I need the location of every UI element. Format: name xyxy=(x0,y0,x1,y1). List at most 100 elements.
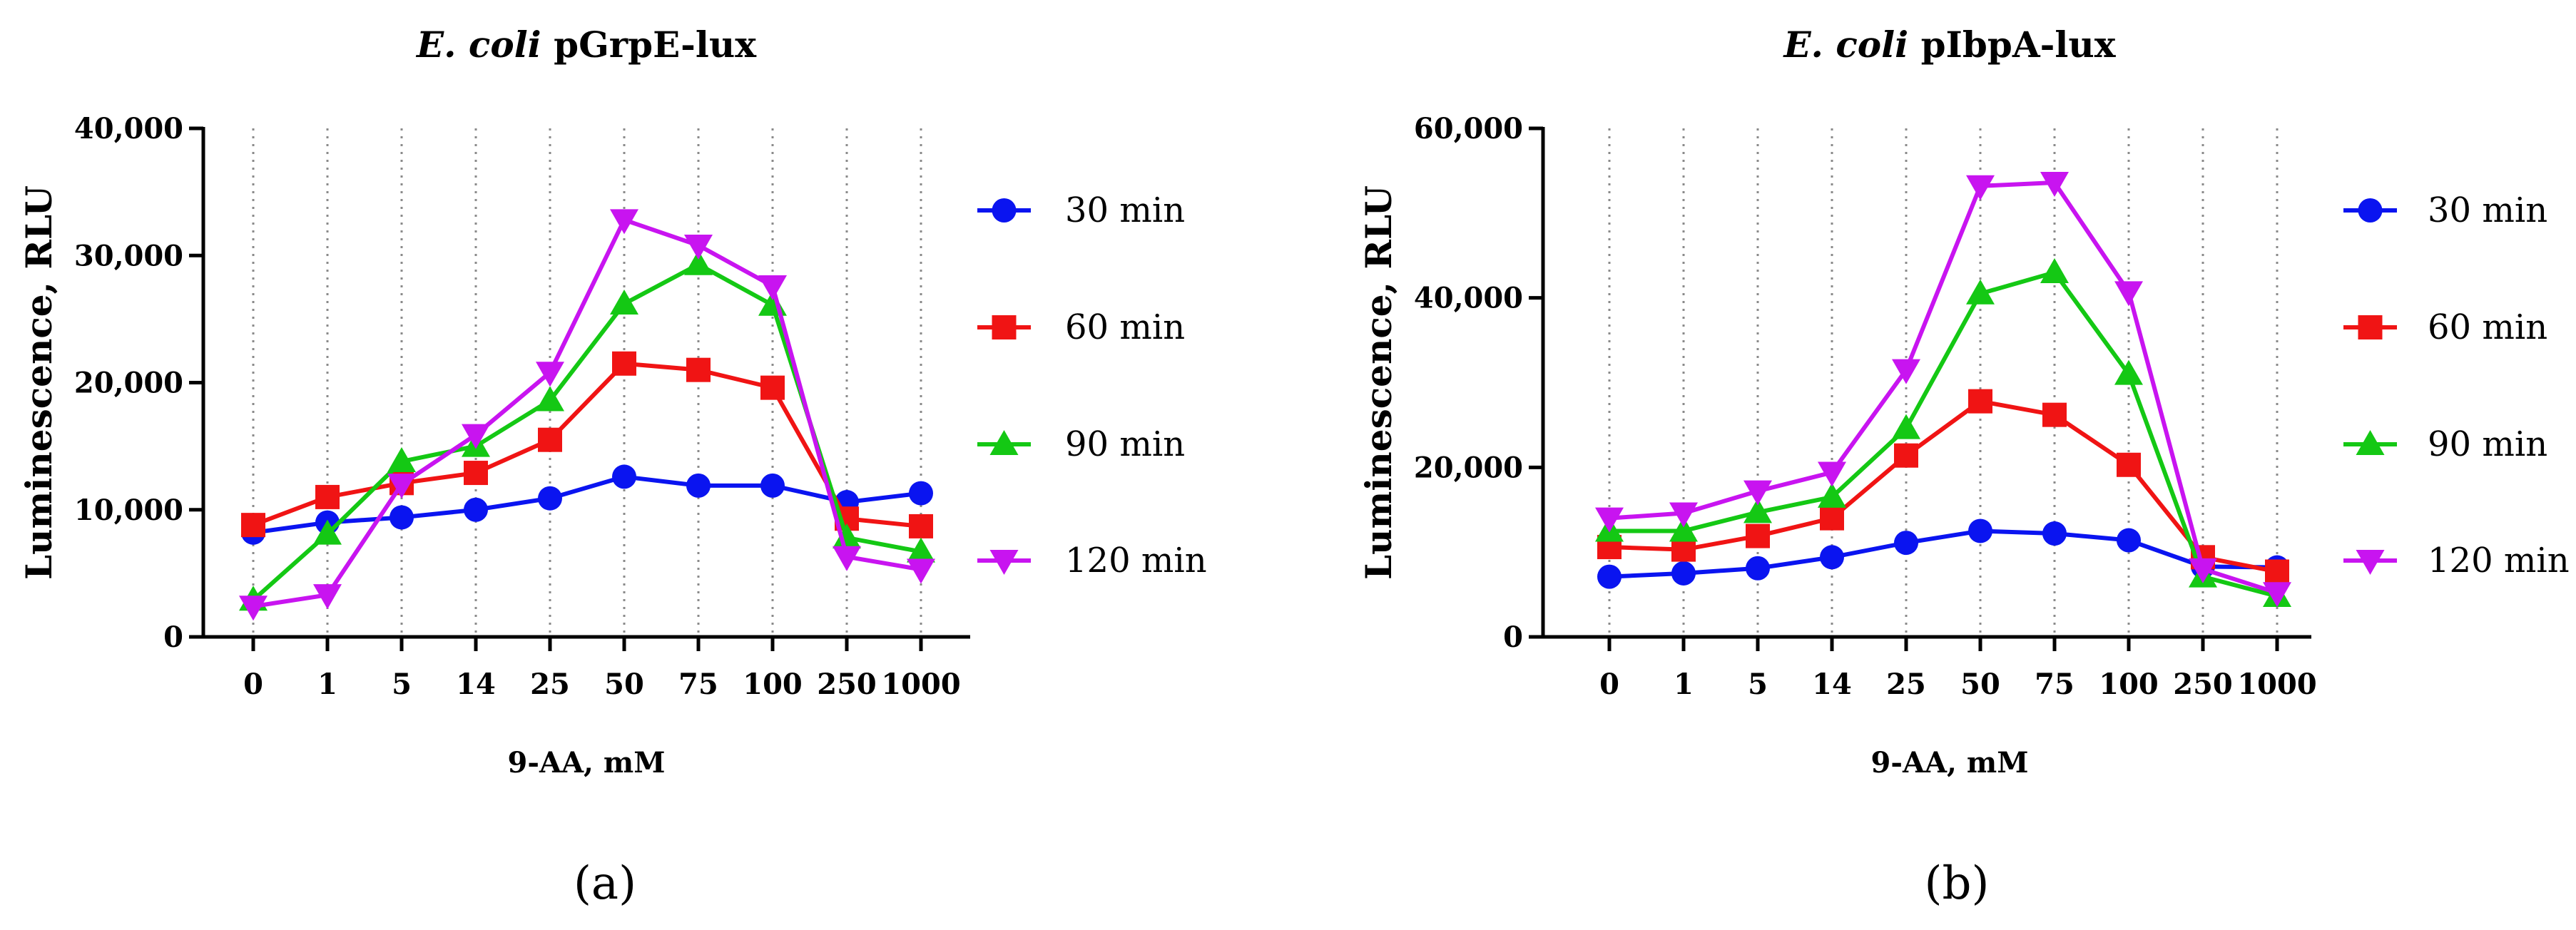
y-axis-title: Luminescence, RLU xyxy=(1358,185,1400,580)
x-tick-label: 250 xyxy=(817,668,877,701)
x-tick-label: 50 xyxy=(1960,668,2000,701)
series-120-min xyxy=(1595,172,2291,608)
legend-marker xyxy=(992,315,1017,339)
series-line xyxy=(1609,399,2278,574)
legend-marker xyxy=(2356,550,2385,575)
legend-item: 60 min xyxy=(977,307,1185,347)
data-point xyxy=(1818,482,1846,508)
x-tick-label: 250 xyxy=(2173,668,2233,701)
y-tick-label: 20,000 xyxy=(74,367,183,400)
legend-item: 120 min xyxy=(977,541,1207,581)
legend-marker xyxy=(2358,315,2383,339)
chart-panel-b: E. coli pIbpA-lux 0 20,000 40,000 60,000 0 1 5 1… xyxy=(1358,24,2570,910)
y-tick-label: 60,000 xyxy=(1414,112,1523,145)
legend-item: 90 min xyxy=(977,424,1185,464)
data-point xyxy=(760,473,785,498)
data-point xyxy=(612,351,636,376)
data-point xyxy=(390,505,414,530)
x-tick-label: 25 xyxy=(530,668,570,701)
x-tick-label: 14 xyxy=(456,668,496,701)
data-point xyxy=(1966,279,1995,305)
legend-marker xyxy=(2356,430,2385,455)
data-point xyxy=(2040,172,2069,198)
data-point xyxy=(909,481,933,506)
data-point xyxy=(1894,443,1918,468)
x-tick-label: 25 xyxy=(1886,668,1926,701)
legend-marker xyxy=(2358,198,2383,223)
legend-label: 30 min xyxy=(1065,190,1185,230)
y-tick-label: 20,000 xyxy=(1414,451,1523,484)
x-tick-label: 100 xyxy=(743,668,803,701)
data-point xyxy=(610,289,638,315)
chart-title-rest: pIbpA-lux xyxy=(1921,24,2117,66)
legend-label: 90 min xyxy=(1065,424,1185,464)
x-tick-label: 1 xyxy=(317,668,337,701)
x-axis-title: 9-AA, mM xyxy=(508,746,666,780)
data-point xyxy=(1743,498,1772,523)
x-tick-label: 5 xyxy=(1748,668,1768,701)
data-point xyxy=(758,275,787,301)
series-90-min xyxy=(239,250,935,611)
data-point xyxy=(387,474,416,499)
data-point xyxy=(833,546,861,571)
data-point xyxy=(313,584,342,610)
x-tick-label: 14 xyxy=(1812,668,1852,701)
data-point xyxy=(536,386,564,412)
legend-item: 30 min xyxy=(977,190,1185,230)
y-axis-title: Luminescence, RLU xyxy=(18,185,60,580)
legend-item: 30 min xyxy=(2343,190,2547,230)
data-point xyxy=(2117,452,2141,477)
y-tick-label: 0 xyxy=(1503,620,1523,654)
data-point xyxy=(464,461,488,486)
data-point xyxy=(909,513,933,538)
y-tick-label: 40,000 xyxy=(1414,282,1523,315)
legend-item: 60 min xyxy=(2343,307,2547,347)
data-point xyxy=(1894,531,1918,556)
chart-title-space xyxy=(1908,24,1920,66)
data-point xyxy=(760,375,785,400)
data-point xyxy=(1966,175,1995,200)
x-tick-label: 75 xyxy=(678,668,718,701)
chart-title: E. coli pIbpA-lux xyxy=(1782,24,2116,66)
series-90-min xyxy=(1595,258,2291,607)
data-point xyxy=(2042,402,2067,427)
chart-title-italic: E. coli xyxy=(1782,24,1908,66)
data-point xyxy=(538,486,562,511)
x-tick-label: 100 xyxy=(2099,668,2159,701)
chart-title: E. coli pGrpE-lux xyxy=(415,24,757,66)
chart-title-italic: E. coli xyxy=(415,24,541,66)
data-point xyxy=(315,484,340,509)
series-line xyxy=(1609,180,2278,596)
legend-label: 90 min xyxy=(2428,424,2547,464)
x-tick-label: 50 xyxy=(604,668,644,701)
y-tick-label: 10,000 xyxy=(74,494,183,527)
x-tick-label: 0 xyxy=(243,668,263,701)
series-line xyxy=(252,361,922,528)
chart-panel-a: E. coli pGrpE-lux 0 10,000 20,000 30,000 40,0… xyxy=(18,24,1207,910)
data-point xyxy=(1597,564,1622,589)
series-120-min xyxy=(239,209,935,621)
data-point xyxy=(612,464,636,489)
x-tick-label: 1000 xyxy=(2237,668,2316,701)
series-60-min xyxy=(1597,389,2289,584)
data-point xyxy=(2265,559,2289,584)
x-tick-label: 75 xyxy=(2035,668,2074,701)
data-point xyxy=(239,596,268,621)
data-point xyxy=(2189,558,2217,583)
series-60-min xyxy=(241,351,933,538)
data-point xyxy=(1746,556,1770,581)
data-point xyxy=(536,362,564,387)
data-point xyxy=(1968,389,1992,414)
y-tick-label: 40,000 xyxy=(74,112,183,145)
x-tick-label: 1 xyxy=(1674,668,1694,701)
data-point xyxy=(2263,582,2291,608)
series-line xyxy=(1609,270,2278,598)
data-point xyxy=(1818,461,1846,487)
data-point xyxy=(686,357,711,382)
x-axis-title: 9-AA, mM xyxy=(1871,746,2029,780)
data-point xyxy=(1671,561,1696,586)
legend-label: 60 min xyxy=(2428,307,2547,347)
data-point xyxy=(464,497,488,522)
data-point xyxy=(2042,521,2067,546)
